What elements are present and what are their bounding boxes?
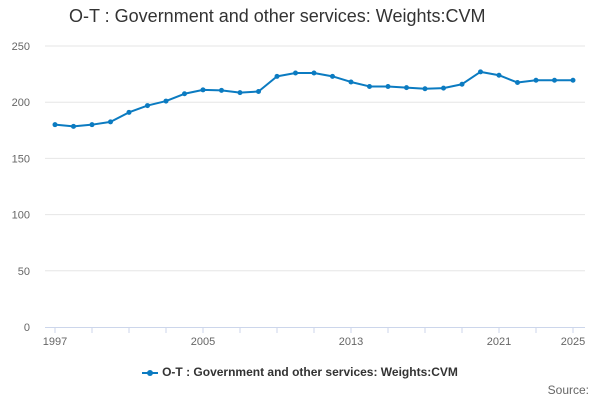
x-tick-label: 2013	[339, 336, 363, 348]
data-point	[533, 77, 539, 83]
data-point	[570, 77, 576, 83]
data-point	[496, 72, 502, 78]
data-point	[441, 85, 446, 91]
y-tick-label: 200	[12, 97, 30, 109]
data-point	[163, 98, 169, 104]
data-point	[52, 122, 58, 128]
axes	[45, 327, 585, 333]
legend[interactable]: O-T : Government and other services: Wei…	[0, 365, 600, 379]
data-point	[367, 83, 372, 89]
data-point	[182, 91, 187, 97]
legend-marker-icon	[142, 368, 159, 378]
data-point	[348, 79, 354, 85]
chart-title: O-T : Government and other services: Wei…	[69, 6, 486, 26]
data-point	[385, 83, 391, 89]
data-point	[108, 119, 113, 125]
data-point	[552, 77, 557, 83]
data-point	[237, 90, 243, 96]
data-point	[422, 86, 428, 92]
data-point	[256, 89, 261, 95]
data-point	[404, 85, 409, 91]
data-point	[459, 81, 465, 87]
data-point	[515, 80, 520, 86]
tick-labels: 0 50 100 150 200 250 1997 2005 2013 2021 2025	[12, 41, 586, 348]
y-tick-label: 100	[12, 210, 30, 222]
series	[52, 69, 576, 129]
x-tick-label: 2025	[561, 336, 585, 348]
data-point	[293, 70, 298, 76]
data-point	[145, 103, 150, 109]
data-point	[219, 87, 224, 93]
x-tick-label: 2021	[487, 336, 511, 348]
source-label: Source:	[547, 383, 589, 397]
y-tick-label: 250	[12, 41, 30, 53]
x-tick-label: 1997	[43, 336, 67, 348]
y-tick-label: 50	[18, 266, 30, 278]
x-tick-label: 2005	[191, 336, 215, 348]
y-tick-label: 150	[12, 153, 30, 165]
series-line	[54, 70, 573, 128]
y-tick-label: 0	[24, 322, 30, 334]
data-point	[311, 70, 317, 76]
data-point	[200, 87, 206, 93]
legend-label: O-T : Government and other services: Wei…	[162, 365, 458, 379]
data-point	[71, 123, 76, 129]
data-point	[126, 109, 132, 115]
data-point	[89, 122, 95, 128]
data-point	[478, 69, 483, 75]
grid-lines	[45, 45, 585, 272]
data-point	[274, 73, 280, 79]
data-point	[330, 73, 335, 79]
